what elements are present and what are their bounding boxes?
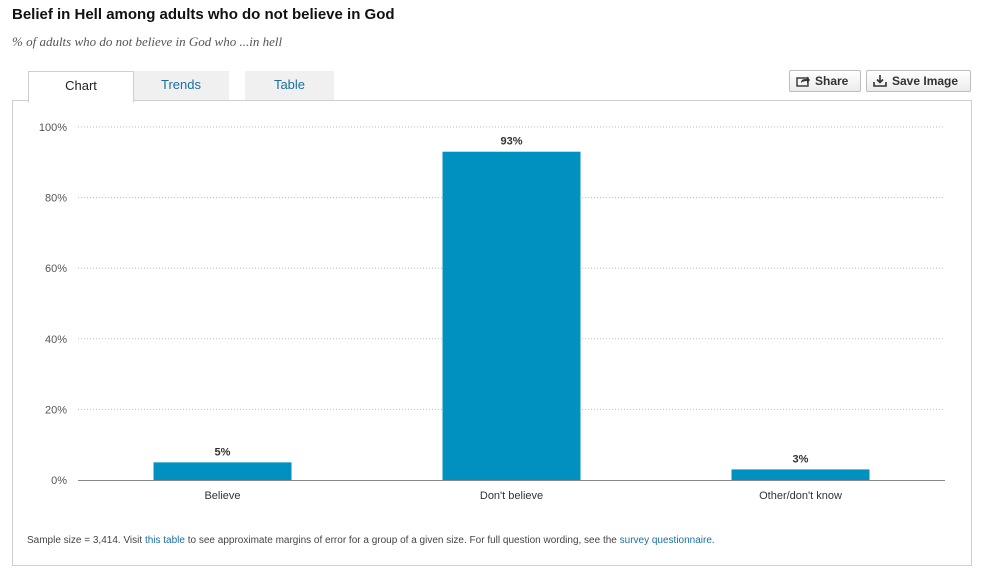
survey-questionnaire-link[interactable]: survey questionnaire bbox=[619, 535, 712, 546]
gridlines bbox=[78, 126, 945, 410]
y-tick-label: 100% bbox=[39, 122, 67, 134]
footnote-prefix: Sample size = 3,414. Visit bbox=[27, 535, 145, 546]
y-tick-label: 20% bbox=[45, 404, 67, 416]
download-icon bbox=[873, 75, 887, 87]
share-icon bbox=[796, 76, 810, 87]
data-label: 5% bbox=[215, 446, 231, 458]
tab-chart[interactable]: Chart bbox=[28, 71, 134, 103]
bar-0 bbox=[153, 462, 292, 480]
x-tick-label: Other/don't know bbox=[759, 490, 842, 502]
footnote: Sample size = 3,414. Visit this table to… bbox=[27, 535, 715, 546]
share-label: Share bbox=[815, 74, 849, 88]
chart-title: Belief in Hell among adults who do not b… bbox=[12, 6, 395, 23]
bar-2 bbox=[731, 469, 870, 480]
tab-trends[interactable]: Trends bbox=[133, 71, 229, 100]
footnote-suffix: . bbox=[711, 535, 715, 546]
y-axis-ticks: 0% 20% 40% 60% 80% 100% bbox=[39, 122, 67, 487]
footnote-middle: to see approximate margins of error for … bbox=[184, 535, 620, 546]
bar-1 bbox=[442, 151, 581, 480]
data-label: 93% bbox=[500, 136, 522, 148]
x-tick-label: Don't believe bbox=[480, 490, 543, 502]
tab-table[interactable]: Table bbox=[245, 71, 334, 100]
y-tick-label: 40% bbox=[45, 334, 67, 346]
y-tick-label: 0% bbox=[51, 475, 67, 487]
this-table-link[interactable]: this table bbox=[144, 535, 185, 546]
data-labels: 5% 93% 3% bbox=[215, 136, 809, 466]
share-button[interactable]: Share bbox=[789, 70, 861, 92]
y-tick-label: 80% bbox=[45, 193, 67, 205]
x-tick-label: Believe bbox=[204, 490, 240, 502]
x-axis-ticks: Believe Don't believe Other/don't know bbox=[204, 490, 842, 502]
chart-subtitle: % of adults who do not believe in God wh… bbox=[12, 34, 283, 49]
bars bbox=[153, 151, 870, 480]
data-label: 3% bbox=[793, 453, 809, 465]
save-image-button[interactable]: Save Image bbox=[866, 70, 971, 92]
save-image-label: Save Image bbox=[892, 74, 959, 88]
y-tick-label: 60% bbox=[45, 263, 67, 275]
